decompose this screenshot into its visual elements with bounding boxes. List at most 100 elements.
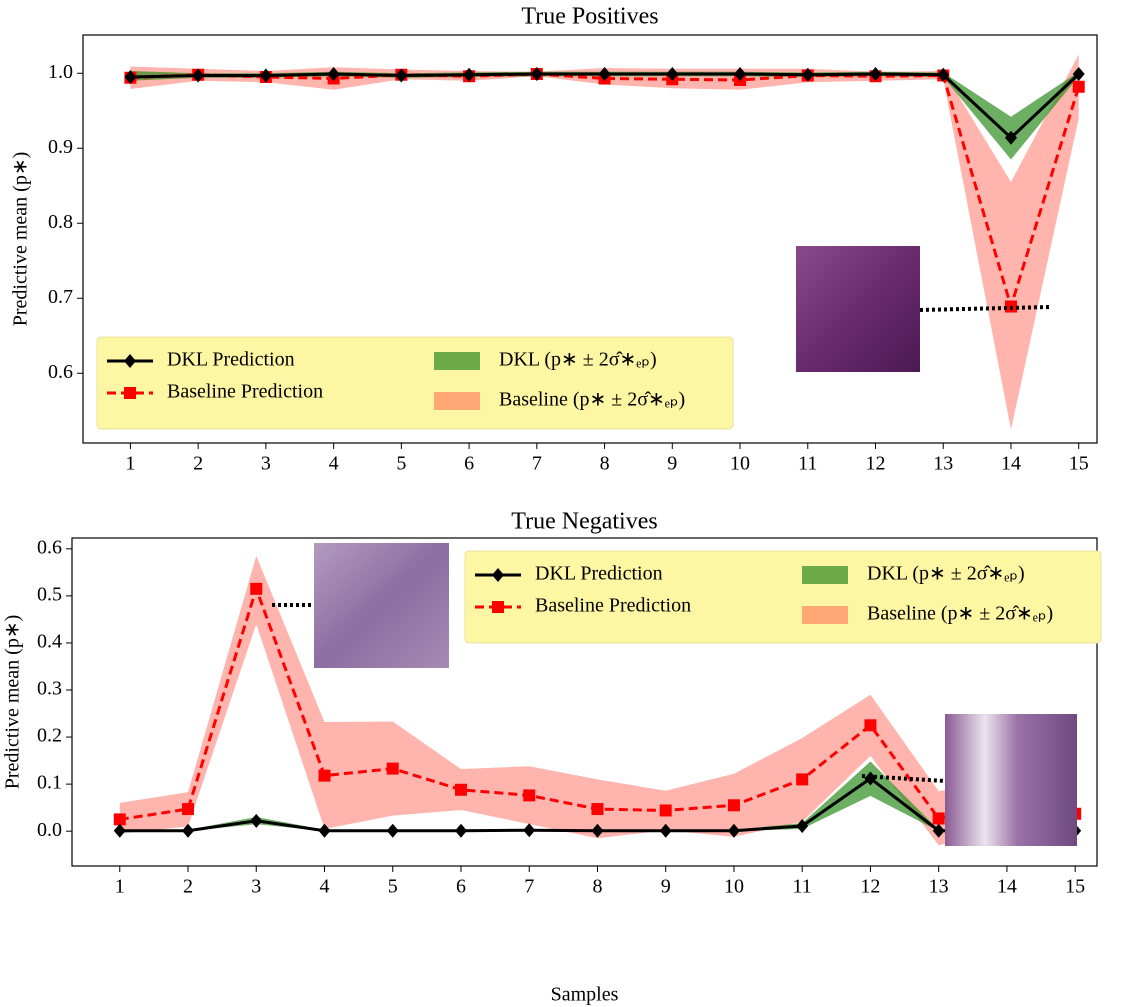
inset-image xyxy=(314,543,449,668)
x-tick-label: 7 xyxy=(524,876,534,898)
y-axis-label: Predictive mean (p∗) xyxy=(10,152,32,326)
legend-label: DKL Prediction xyxy=(535,563,663,585)
marker xyxy=(182,823,195,838)
marker xyxy=(530,67,543,81)
y-tick-label: 0.6 xyxy=(37,536,62,558)
x-tick-label: 5 xyxy=(396,453,406,475)
x-tick-label: 4 xyxy=(329,453,339,475)
x-tick-label: 10 xyxy=(724,876,744,898)
y-tick-label: 0.6 xyxy=(48,361,73,383)
inset-image xyxy=(796,246,920,372)
chart-title: True Negatives xyxy=(511,509,657,535)
x-tick-label: 4 xyxy=(319,876,329,898)
x-tick-label: 9 xyxy=(661,876,671,898)
x-tick-label: 14 xyxy=(997,876,1017,898)
connector xyxy=(919,305,1051,312)
legend: DKL Prediction Baseline Prediction DKL (p∗… xyxy=(464,550,1102,644)
x-tick-label: 3 xyxy=(251,876,261,898)
legend-marker xyxy=(492,601,504,613)
legend-patch xyxy=(434,392,480,410)
marker xyxy=(1072,80,1085,93)
x-tick-label: 5 xyxy=(388,876,398,898)
marker xyxy=(454,783,467,796)
marker xyxy=(523,789,536,802)
x-tick-label: 2 xyxy=(183,876,193,898)
y-tick-label: 0.7 xyxy=(48,286,73,308)
axes-frame xyxy=(82,34,1098,444)
marker xyxy=(259,68,272,83)
marker xyxy=(250,813,263,828)
legend-patch xyxy=(802,566,848,584)
marker xyxy=(192,68,205,83)
legend-label: Baseline (p∗ ± 2σ̂∗ₑₚ) xyxy=(867,603,1053,625)
marker xyxy=(937,67,950,82)
x-tick-label: 12 xyxy=(866,453,886,475)
marker xyxy=(395,68,408,83)
legend-marker xyxy=(124,354,136,368)
axes-frame xyxy=(71,537,1098,867)
band xyxy=(119,761,1076,832)
x-tick-label: 7 xyxy=(532,453,542,475)
marker xyxy=(318,823,331,838)
x-tick-label: 8 xyxy=(592,876,602,898)
legend-label: DKL (p∗ ± 2σ̂∗ₑₚ) xyxy=(867,563,1025,585)
marker xyxy=(1072,67,1085,81)
marker xyxy=(591,823,604,838)
x-tick-label: 1 xyxy=(125,453,135,475)
marker xyxy=(463,67,476,82)
marker xyxy=(454,823,467,838)
marker xyxy=(796,819,809,833)
x-axis-label: Samples xyxy=(551,984,619,1006)
marker xyxy=(864,719,877,732)
marker xyxy=(932,812,945,825)
marker xyxy=(124,70,137,84)
marker xyxy=(386,762,399,775)
legend: DKL Prediction Baseline Prediction DKL (p∗… xyxy=(96,336,734,430)
marker xyxy=(666,67,679,81)
marker xyxy=(591,803,604,816)
legend-box xyxy=(464,550,1102,644)
plots: True Positives Predictive mean (p∗) 0.6 0.7… xyxy=(2,4,1102,1006)
y-tick-label: 0.3 xyxy=(37,678,62,700)
plot-area xyxy=(124,54,1085,430)
connector xyxy=(861,774,946,783)
x-tick-label: 13 xyxy=(929,876,949,898)
marker xyxy=(869,67,882,81)
x-tick-label: 8 xyxy=(600,453,610,475)
y-tick-label: 0.0 xyxy=(37,819,62,841)
legend-label: DKL Prediction xyxy=(167,349,295,371)
x-tick-label: 6 xyxy=(456,876,466,898)
x-tick-label: 10 xyxy=(730,453,750,475)
legend-label: Baseline Prediction xyxy=(167,381,323,403)
x-tick-label: 6 xyxy=(464,453,474,475)
x-tick-label: 11 xyxy=(793,876,812,898)
marker xyxy=(932,823,945,838)
x-tick-label: 9 xyxy=(667,453,677,475)
y-axis-label: Predictive mean (p∗) xyxy=(2,615,24,789)
x-tick-label: 13 xyxy=(933,453,953,475)
x-tick-label: 1 xyxy=(115,876,125,898)
x-tick-label: 3 xyxy=(261,453,271,475)
marker xyxy=(727,799,740,812)
x-tick-label: 14 xyxy=(1001,453,1021,475)
y-tick-label: 0.2 xyxy=(37,725,62,747)
insets xyxy=(272,246,1077,846)
marker xyxy=(727,823,740,838)
y-tick-label: 0.8 xyxy=(48,211,73,233)
legend-marker xyxy=(124,387,136,399)
x-tick-label: 2 xyxy=(193,453,203,475)
series-line xyxy=(130,72,1081,312)
x-tick-label: 15 xyxy=(1069,453,1089,475)
x-tick-label: 15 xyxy=(1065,876,1085,898)
marker xyxy=(386,823,399,838)
inset-image xyxy=(945,714,1077,846)
marker xyxy=(734,67,747,81)
marker xyxy=(113,823,126,838)
chart-title: True Positives xyxy=(521,4,658,30)
legend-label: Baseline (p∗ ± 2σ̂∗ₑₚ) xyxy=(499,389,685,411)
y-tick-label: 0.5 xyxy=(37,583,62,605)
x-tick-label: 11 xyxy=(798,453,817,475)
marker xyxy=(318,769,331,782)
marker xyxy=(113,813,126,826)
